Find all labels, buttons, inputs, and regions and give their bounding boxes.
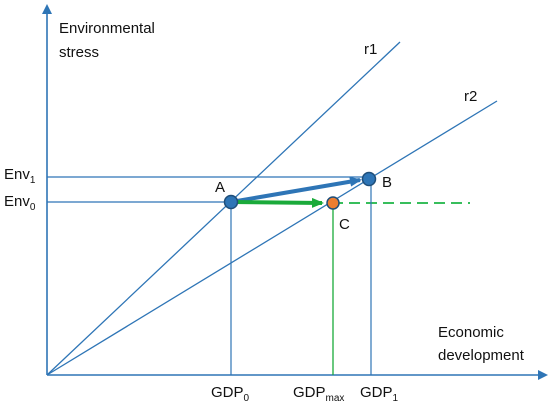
gdp1-base: GDP	[360, 384, 393, 401]
env1-base: Env	[4, 166, 30, 183]
x-axis-title-line1: Economic	[438, 324, 504, 341]
x-axis-title-line2: development	[438, 347, 525, 364]
env0-tick-label: Env0	[4, 193, 36, 213]
point-a-label: A	[215, 179, 225, 196]
ray-r2-label: r2	[464, 88, 477, 105]
point-b	[361, 171, 377, 187]
env1-subscript: 1	[30, 175, 36, 186]
gdpmax-subscript: max	[326, 393, 345, 404]
ray-r1	[46, 41, 401, 376]
point-c-label: C	[339, 216, 350, 233]
point-a	[223, 194, 239, 210]
gdp0-base: GDP	[211, 384, 244, 401]
gdpmax-base: GDP	[293, 384, 326, 401]
env0-base: Env	[4, 193, 30, 210]
env0-subscript: 0	[30, 202, 36, 213]
y-axis-title-line2: stress	[59, 44, 99, 61]
point-c	[326, 196, 340, 210]
ray-r2	[46, 100, 498, 376]
arrow-a-to-b	[230, 176, 362, 204]
gdp0-tick-label: GDP0	[211, 384, 250, 404]
arrow-a-to-c	[230, 197, 324, 208]
gdp1-tick-label: GDP1	[360, 384, 399, 404]
point-b-label: B	[382, 174, 392, 191]
gdpmax-tick-label: GDPmax	[293, 384, 344, 404]
ray-r1-label: r1	[364, 41, 377, 58]
env1-tick-label: Env1	[4, 166, 36, 186]
y-axis-title-line1: Environmental	[59, 20, 155, 37]
gdp0-subscript: 0	[244, 393, 250, 404]
gdp1-subscript: 1	[393, 393, 399, 404]
